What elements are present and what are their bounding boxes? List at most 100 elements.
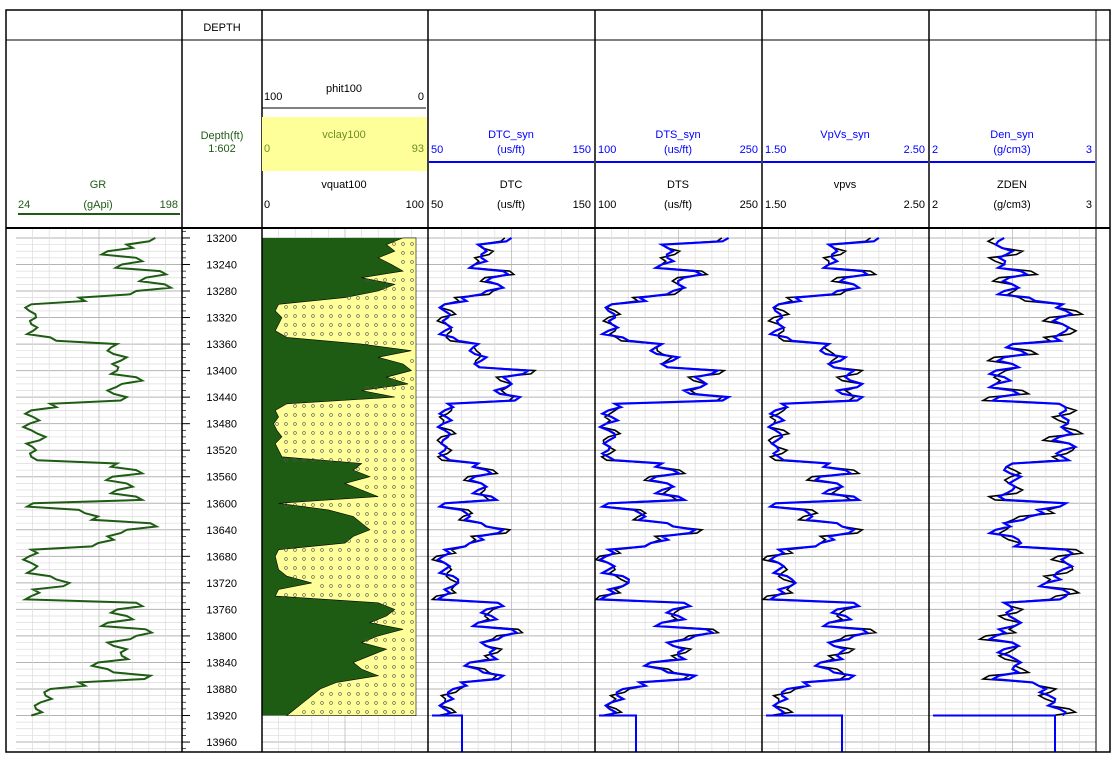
depth-tick-label: 13920 [206, 711, 237, 723]
sand-dot [410, 305, 414, 309]
sand-dot [365, 557, 369, 561]
sand-dot [383, 422, 387, 426]
sand-dot [383, 296, 387, 300]
sand-dot [338, 692, 342, 696]
sand-dot [410, 458, 414, 462]
sand-dot [338, 701, 342, 705]
sand-dot [383, 431, 387, 435]
sand-dot [401, 386, 405, 390]
sand-dot [365, 548, 369, 552]
sand-dot [320, 584, 324, 588]
sand-dot [410, 548, 414, 552]
sand-dot [392, 620, 396, 624]
sand-dot [401, 431, 405, 435]
sand-dot [383, 323, 387, 327]
sand-dot [311, 422, 315, 426]
sand-dot [365, 323, 369, 327]
sand-dot [365, 665, 369, 669]
sand-dot [410, 404, 414, 408]
sand-dot [392, 521, 396, 525]
sand-dot [392, 647, 396, 651]
sand-dot [392, 404, 396, 408]
sand-dot [320, 566, 324, 570]
sand-dot [383, 530, 387, 534]
sand-dot [410, 260, 414, 264]
sand-dot [338, 449, 342, 453]
sand-dot [329, 323, 333, 327]
sand-dot [311, 548, 315, 552]
sand-dot [374, 341, 378, 345]
dts-syn-tail [599, 714, 637, 752]
sand-dot [392, 323, 396, 327]
sand-dot [383, 557, 387, 561]
sand-dot [356, 584, 360, 588]
sand-dot [365, 467, 369, 471]
sand-dot [365, 404, 369, 408]
sand-dot [356, 710, 360, 714]
sand-dot [410, 440, 414, 444]
sand-dot [284, 314, 288, 318]
vclay-name: vclay100 [322, 129, 365, 141]
sand-dot [383, 404, 387, 408]
vpvs-syn-min: 1.50 [765, 144, 786, 156]
sand-dot [338, 404, 342, 408]
vpvs-min: 1.50 [765, 199, 786, 211]
depth-tick-label: 13440 [206, 392, 237, 404]
depth-tick-label: 13320 [206, 313, 237, 325]
sand-dot [338, 593, 342, 597]
sand-dot [347, 566, 351, 570]
sand-dot [410, 602, 414, 606]
sand-dot [347, 593, 351, 597]
sand-dot [374, 296, 378, 300]
sand-dot [365, 458, 369, 462]
sand-dot [356, 314, 360, 318]
sand-dot [392, 503, 396, 507]
sand-dot [401, 278, 405, 282]
sand-dot [392, 557, 396, 561]
sand-dot [329, 557, 333, 561]
sand-dot [329, 584, 333, 588]
sand-dot [392, 710, 396, 714]
sand-dot [392, 692, 396, 696]
sand-dot [401, 458, 405, 462]
sand-dot [347, 701, 351, 705]
sand-dot [410, 575, 414, 579]
sand-dot [320, 701, 324, 705]
sand-dot [383, 503, 387, 507]
sand-dot [365, 710, 369, 714]
sand-dot [302, 404, 306, 408]
sand-dot [410, 341, 414, 345]
dtc-max: 150 [573, 199, 591, 211]
sand-dot [311, 701, 315, 705]
sand-dot [320, 692, 324, 696]
depth-tick-label: 13240 [206, 259, 237, 271]
sand-dot [320, 431, 324, 435]
sand-dot [329, 314, 333, 318]
sand-dot [347, 584, 351, 588]
sand-dot [284, 305, 288, 309]
sand-dot [410, 422, 414, 426]
sand-dot [329, 440, 333, 444]
sand-dot [302, 548, 306, 552]
litho-header: phit100 100 0 vclay100 0 93 vquat100 0 1… [262, 83, 427, 211]
sand-dot [311, 413, 315, 417]
sand-dot [383, 341, 387, 345]
sand-dot [383, 593, 387, 597]
sand-dot [383, 674, 387, 678]
depth-tick-label: 13800 [206, 631, 237, 643]
sand-dot [365, 341, 369, 345]
sand-dot [302, 314, 306, 318]
sand-dot [329, 692, 333, 696]
sand-dot [365, 683, 369, 687]
sand-dot [284, 440, 288, 444]
sand-dot [293, 440, 297, 444]
sand-dot [338, 440, 342, 444]
sand-dot [365, 512, 369, 516]
sand-dot [401, 341, 405, 345]
sand-dot [365, 521, 369, 525]
gr-unit: (gApi) [83, 199, 112, 211]
sand-dot [374, 584, 378, 588]
sand-dot [329, 548, 333, 552]
sand-dot [311, 431, 315, 435]
sand-dot [356, 512, 360, 516]
